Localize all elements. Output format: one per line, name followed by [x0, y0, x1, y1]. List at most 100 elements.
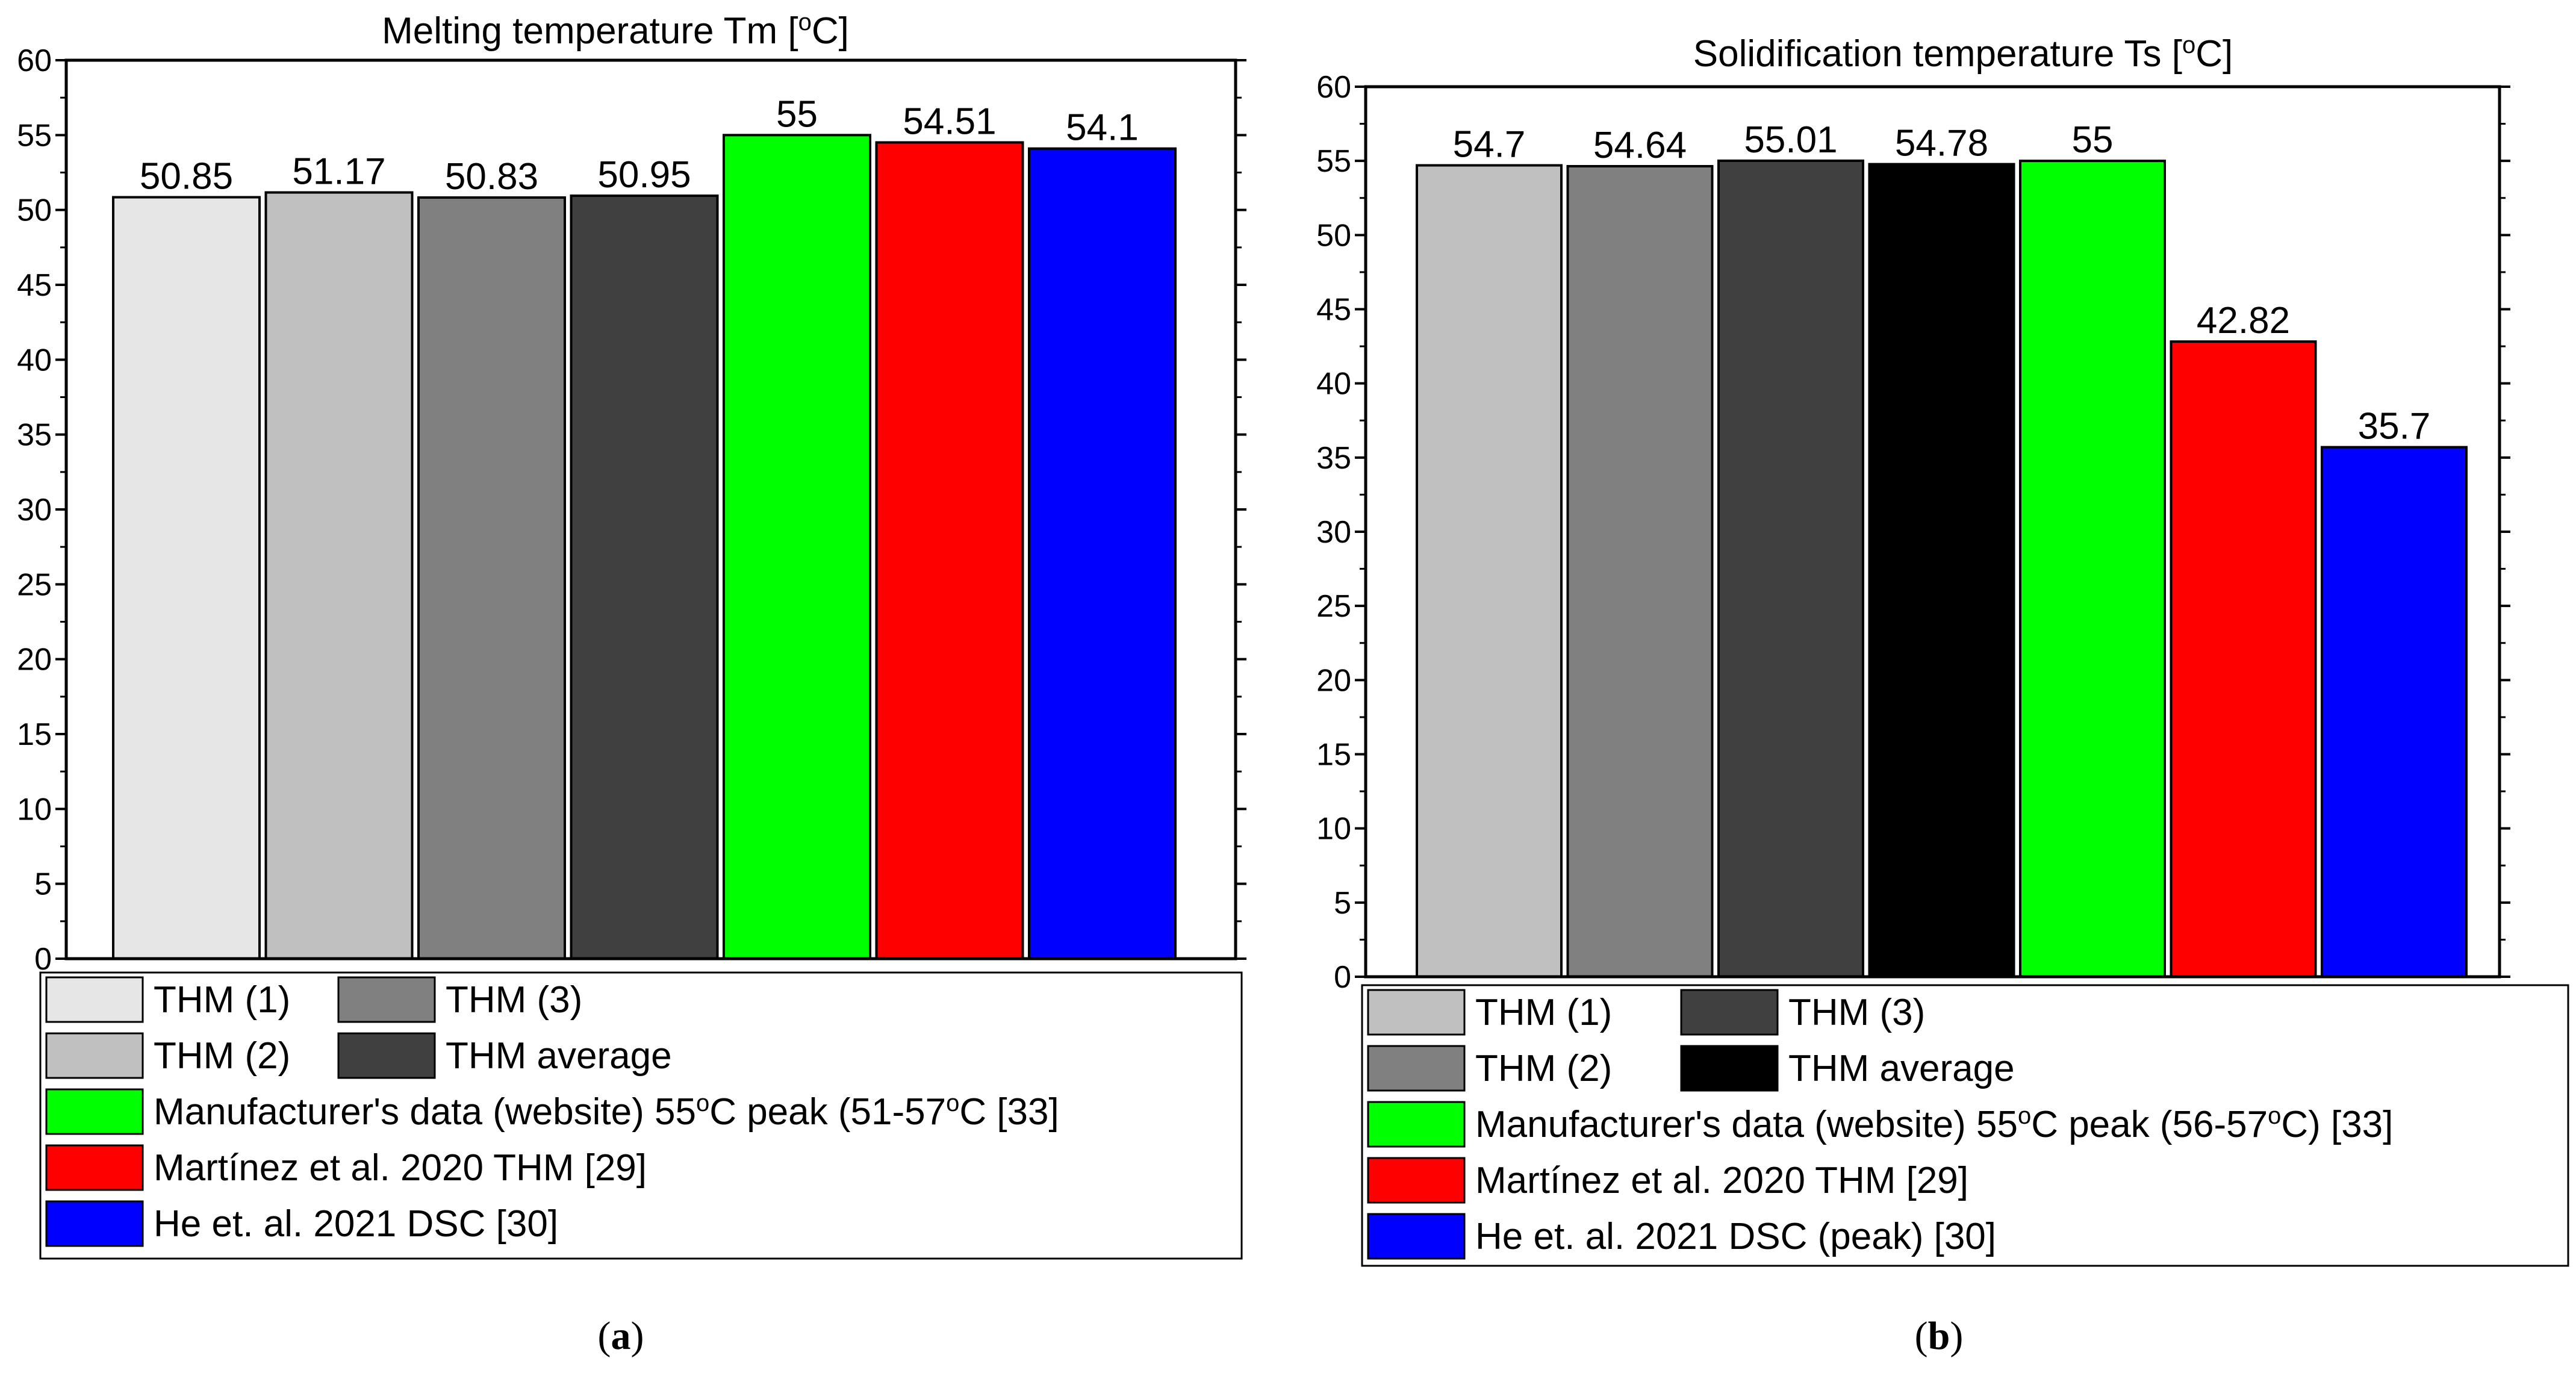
chart-panel-b: Solidification temperature Ts [oC]54.7 54…	[1316, 32, 2569, 1358]
y-tick-label: 5	[1334, 886, 1351, 921]
legend-item: THM (3)	[337, 976, 582, 1023]
chart-title-text: Solidification temperature Ts [	[1693, 33, 2182, 75]
legend-label: THM (3)	[446, 979, 582, 1021]
legend-item: THM average	[1680, 1045, 2015, 1092]
legend-label-part: C [33]	[959, 1091, 1059, 1133]
y-tick-label: 35	[1316, 441, 1351, 476]
legend-swatch	[45, 1088, 144, 1135]
data-label: 54.64	[1593, 125, 1687, 166]
y-tick-label: 60	[1316, 70, 1351, 105]
legend-label-part: Manufacturer's data (website) 55	[154, 1091, 696, 1133]
panel-label-close: )	[1950, 1314, 1963, 1358]
legend-label: THM average	[1788, 1048, 2015, 1089]
legend-box	[1361, 984, 2569, 1267]
legend-item-manufacturer: Manufacturer's data (website) 55oC peak …	[1367, 1101, 2393, 1148]
y-tick-label: 20	[17, 643, 52, 677]
legend-swatch	[1680, 989, 1779, 1036]
legend-label: He et. al. 2021 DSC (peak) [30]	[1475, 1216, 1996, 1257]
y-tick-label: 40	[17, 343, 52, 378]
legend-swatch	[1367, 989, 1466, 1036]
bar	[1868, 163, 2015, 978]
y-tick-label: 20	[1316, 663, 1351, 698]
y-tick-label: 55	[1316, 144, 1351, 179]
y-tick-label: 50	[17, 193, 52, 228]
y-tick-label: 10	[1316, 812, 1351, 847]
data-label: 50.85	[140, 156, 233, 198]
legend-label-superscript: o	[2018, 1103, 2031, 1129]
bar	[1717, 159, 1864, 979]
data-label: 55.01	[1744, 119, 1837, 161]
data-label: 51.17	[292, 151, 385, 193]
panel-label-letter: b	[1928, 1314, 1950, 1358]
legend-label-superscript: o	[696, 1090, 709, 1116]
y-tick-label: 45	[17, 268, 52, 303]
panel-label: (a)	[598, 1314, 644, 1358]
data-label: 54.78	[1895, 123, 1988, 164]
bar	[723, 134, 871, 960]
y-tick-label: 35	[17, 418, 52, 453]
bar	[2170, 340, 2317, 978]
bar	[2019, 160, 2166, 979]
bar	[112, 196, 261, 960]
legend: THM (1) THM (3) THM (2) THM average Manufact…	[39, 971, 1243, 1260]
data-label: 50.83	[445, 156, 538, 198]
y-tick-label: 60	[17, 43, 52, 78]
chart-title-unit: C]	[2195, 33, 2233, 75]
legend-swatch	[45, 1032, 144, 1079]
panel-label-close: )	[631, 1314, 644, 1358]
y-tick-label: 55	[17, 118, 52, 153]
y-tick-label: 0	[1334, 960, 1351, 995]
y-tick-label: 40	[1316, 367, 1351, 402]
bar	[2321, 446, 2468, 978]
bar	[264, 191, 414, 960]
legend-item-manufacturer: Manufacturer's data (website) 55oC peak …	[45, 1088, 1059, 1135]
legend-label: THM (3)	[1788, 992, 1925, 1033]
legend-item: THM (2)	[1367, 1045, 1612, 1092]
legend-swatch	[45, 1200, 144, 1247]
legend-item: THM average	[337, 1032, 672, 1079]
legend-item: Martínez et al. 2020 THM [29]	[1367, 1157, 1968, 1204]
legend-swatch	[1367, 1045, 1466, 1092]
legend-label-part: C) [33]	[2281, 1104, 2393, 1145]
legend-item: THM (3)	[1680, 989, 1925, 1036]
data-label: 42.82	[2197, 300, 2290, 341]
legend-label-part: C peak (51-57	[709, 1091, 946, 1133]
legend-swatch	[1367, 1213, 1466, 1260]
legend-item: THM (2)	[45, 1032, 290, 1079]
legend-label: THM (2)	[1475, 1048, 1612, 1089]
legend: THM (1) THM (3) THM (2) THM average Manufact…	[1361, 984, 2569, 1267]
legend-item: THM (1)	[1367, 989, 1612, 1036]
data-label: 55	[776, 93, 818, 135]
legend-label: THM average	[446, 1035, 672, 1077]
data-label: 35.7	[2358, 406, 2431, 447]
y-tick-label: 25	[17, 567, 52, 602]
legend-swatch	[337, 976, 436, 1023]
y-tick-label: 0	[34, 942, 52, 977]
y-tick-label: 15	[17, 717, 52, 752]
legend-label-superscript: o	[2268, 1103, 2281, 1129]
y-tick-label: 50	[1316, 218, 1351, 253]
panel-label: (b)	[1915, 1314, 1964, 1358]
chart-title-superscript: o	[798, 9, 812, 36]
y-tick-label: 15	[1316, 738, 1351, 773]
legend-label: Martínez et al. 2020 THM [29]	[1475, 1160, 1968, 1201]
legend-label: He et. al. 2021 DSC [30]	[154, 1203, 558, 1245]
chart-title: Melting temperature Tm [oC]	[382, 9, 849, 52]
legend-label: THM (2)	[154, 1035, 290, 1077]
legend-label-part: C peak (56-57	[2031, 1104, 2268, 1145]
legend-box	[39, 971, 1243, 1260]
bar	[1028, 147, 1177, 960]
legend-swatch	[337, 1032, 436, 1079]
legend-label-part: Manufacturer's data (website) 55	[1475, 1104, 2018, 1145]
legend-item: He et. al. 2021 DSC (peak) [30]	[1367, 1213, 1996, 1260]
legend-swatch	[45, 976, 144, 1023]
chart-panel-a: Melting temperature Tm [oC] 50.85 51.17 50.…	[17, 9, 1246, 1358]
y-tick-label: 25	[1316, 589, 1351, 624]
legend-item: He et. al. 2021 DSC [30]	[45, 1200, 558, 1247]
bar	[570, 195, 719, 960]
chart-title-unit: C]	[812, 10, 849, 52]
bar	[417, 196, 566, 960]
legend-label: THM (1)	[154, 979, 290, 1021]
legend-item: THM (1)	[45, 976, 290, 1023]
